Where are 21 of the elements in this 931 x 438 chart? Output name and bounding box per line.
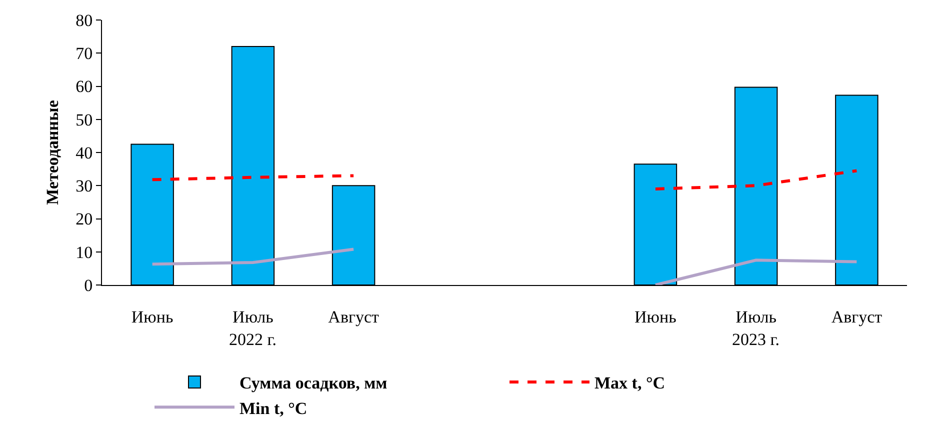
y-tick-label: 70: [76, 44, 93, 64]
y-tick-label: 10: [76, 242, 93, 262]
y-tick-label: 20: [76, 210, 93, 229]
x-tick-label: Июнь: [131, 307, 174, 326]
y-axis-title: Метеоданные: [43, 100, 62, 205]
legend-label: Сумма осадков, мм: [240, 374, 388, 393]
x-tick-label: Июль: [736, 307, 777, 326]
y-tick-label: 80: [76, 10, 93, 30]
legend-label: Min t, °C: [240, 398, 308, 418]
x-tick-label: Август: [328, 307, 380, 326]
y-tick-label: 0: [84, 276, 93, 295]
text: 2022 г.: [229, 330, 277, 349]
y-tick-label: 60: [76, 77, 93, 96]
text: 2023 г.: [732, 330, 780, 349]
legend-label: Max t, °C: [594, 374, 666, 393]
x-tick-label: Август: [831, 307, 883, 326]
x-tick-label: Июль: [232, 307, 274, 326]
x-tick-label: Июнь: [634, 307, 677, 326]
y-tick-label: 30: [76, 176, 93, 196]
y-tick-label: 40: [76, 143, 93, 162]
y-tick-label: 50: [76, 110, 93, 130]
